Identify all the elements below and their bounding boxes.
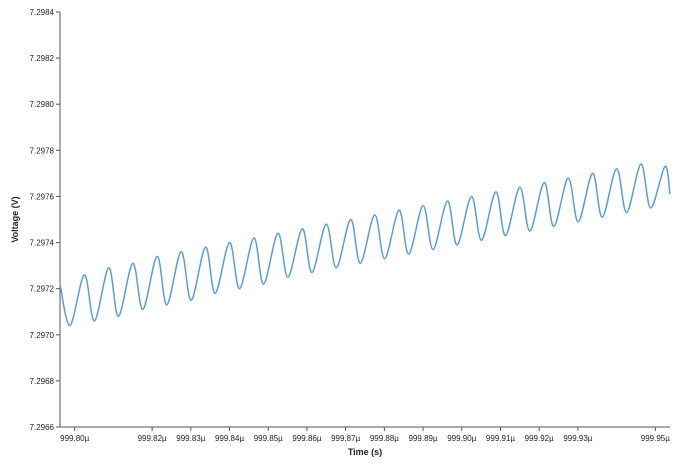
y-tick-label: 7.2966 [30,423,55,432]
x-tick-label: 999.83µ [176,434,205,443]
x-tick-label: 999.84µ [215,434,244,443]
x-tick-label: 999.82µ [138,434,167,443]
y-tick-label: 7.2984 [30,8,55,17]
y-tick-label: 7.2976 [30,192,55,201]
x-tick-label: 999.91µ [486,434,515,443]
x-tick-label: 999.85µ [254,434,283,443]
x-tick-label: 999.86µ [292,434,321,443]
x-axis-title: Time (s) [348,447,382,457]
x-axis-ticks: 999.80µ 999.82µ 999.83µ 999.84µ 999.85µ 999.8… [60,427,670,443]
y-tick-label: 7.2974 [30,239,55,248]
y-tick-label: 7.2980 [30,100,55,109]
x-tick-label: 999.89µ [409,434,438,443]
voltage-series-line [59,163,671,327]
x-tick-label: 999.87µ [331,434,360,443]
x-tick-label: 999.93µ [563,434,592,443]
x-tick-label: 999.90µ [447,434,476,443]
y-tick-label: 7.2970 [30,331,55,340]
x-tick-label: 999.80µ [60,434,89,443]
y-tick-label: 7.2972 [30,285,55,294]
y-tick-label: 7.2968 [30,377,55,386]
y-tick-label: 7.2978 [30,146,55,155]
y-axis-ticks: 7.2966 7.2968 7.2970 7.2972 7.2974 7.2976 7.29… [30,8,60,432]
x-tick-label: 999.88µ [370,434,399,443]
x-tick-label: 999.95µ [641,434,670,443]
y-tick-label: 7.2982 [30,54,55,63]
y-axis-title: Voltage (V) [10,196,20,242]
x-tick-label: 999.92µ [525,434,554,443]
